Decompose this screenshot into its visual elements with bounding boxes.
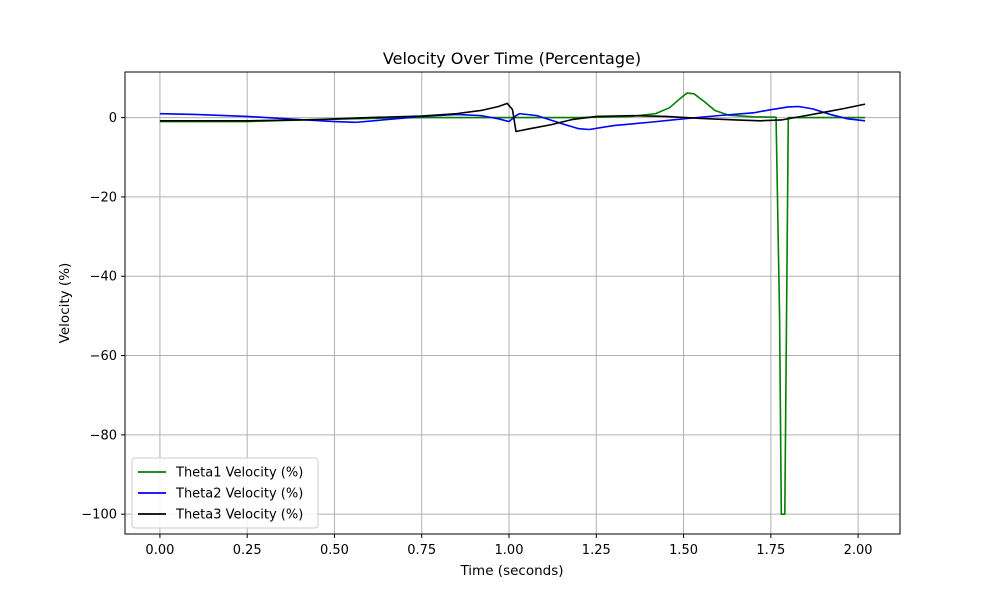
y-tick-label: −100 (81, 508, 117, 523)
x-tick-label: 0.50 (320, 543, 349, 558)
axis-ticks: 0.00 0.25 0.50 0.75 1.00 1.25 1.50 1.75 2.00 0 −20… (81, 111, 872, 558)
x-tick-label: 1.75 (756, 543, 785, 558)
x-tick-label: 1.25 (582, 543, 611, 558)
y-tick-label: 0 (109, 111, 117, 126)
y-tick-label: −20 (90, 190, 117, 205)
x-tick-label: 0.75 (407, 543, 436, 558)
y-axis-label: Velocity (%) (57, 263, 73, 344)
x-tick-label: 0.25 (233, 543, 262, 558)
legend-box (131, 457, 319, 529)
legend-label-theta3: Theta3 Velocity (%) (175, 508, 303, 523)
x-tick-label: 1.50 (669, 543, 698, 558)
x-tick-label: 2.00 (844, 543, 873, 558)
y-tick-label: −60 (90, 349, 117, 364)
x-axis-label: Time (seconds) (459, 563, 563, 579)
series-line-theta2 (159, 105, 866, 131)
x-tick-label: 1.00 (495, 543, 524, 558)
legend: Theta1 Velocity (%) Theta2 Velocity (%) Th… (131, 457, 319, 529)
x-tick-label: 0.00 (145, 543, 174, 558)
legend-label-theta1: Theta1 Velocity (%) (175, 466, 303, 481)
plot-frame (124, 71, 901, 535)
chart-title: Velocity Over Time (Percentage) (383, 49, 641, 68)
series-line-theta3 (159, 102, 866, 133)
series-lines (159, 92, 866, 515)
y-tick-label: −40 (90, 270, 117, 285)
y-tick-label: −80 (90, 428, 117, 443)
legend-label-theta2: Theta2 Velocity (%) (175, 487, 303, 502)
